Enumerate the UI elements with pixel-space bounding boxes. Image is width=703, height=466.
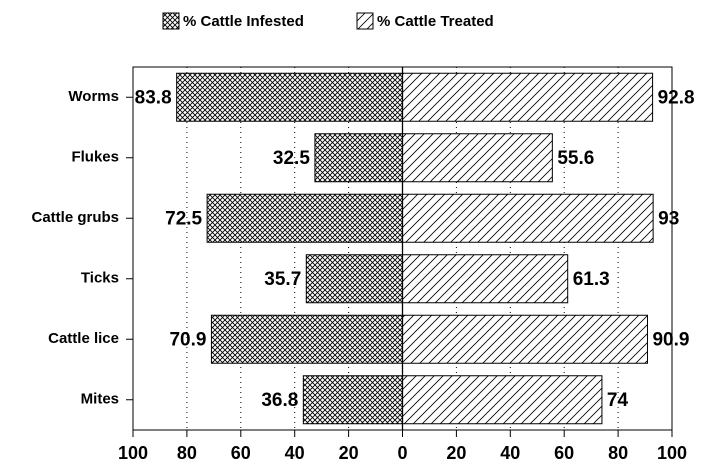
data-label: 32.5 xyxy=(273,148,310,169)
data-label: 36.8 xyxy=(261,390,298,411)
data-label: 92.8 xyxy=(658,87,695,108)
x-tick-label: 20 xyxy=(339,443,359,463)
legend-swatch xyxy=(356,12,374,30)
x-tick-label: 40 xyxy=(500,443,520,463)
data-label: 55.6 xyxy=(557,148,594,169)
category-label: Cattle lice xyxy=(48,330,119,347)
data-label: 35.7 xyxy=(264,269,301,290)
x-tick-label: 100 xyxy=(118,443,148,463)
bar xyxy=(402,314,648,364)
data-label: 90.9 xyxy=(652,329,689,350)
category-label: Ticks xyxy=(81,270,119,287)
bar xyxy=(402,375,603,425)
bar xyxy=(402,193,654,243)
bar xyxy=(402,72,654,122)
category-label: Mites xyxy=(81,391,119,408)
data-label: 74 xyxy=(607,390,629,411)
bar xyxy=(305,254,404,304)
legend-label: % Cattle Infested xyxy=(183,13,304,30)
x-tick-label: 80 xyxy=(177,443,197,463)
data-label: 61.3 xyxy=(573,269,610,290)
bar xyxy=(302,375,404,425)
data-label: 70.9 xyxy=(169,329,206,350)
category-label: Cattle grubs xyxy=(31,209,119,226)
x-tick-label: 0 xyxy=(397,443,407,463)
legend-label: % Cattle Treated xyxy=(377,13,494,30)
category-label: Worms xyxy=(68,88,119,105)
data-label: 93 xyxy=(658,208,679,229)
x-tick-label: 80 xyxy=(608,443,628,463)
bar xyxy=(206,193,403,243)
bar xyxy=(402,254,569,304)
legend-swatch xyxy=(162,12,180,30)
x-tick-label: 60 xyxy=(231,443,251,463)
bar xyxy=(176,72,403,122)
bar xyxy=(210,314,403,364)
x-tick-label: 100 xyxy=(657,443,687,463)
bar xyxy=(402,133,553,183)
x-tick-label: 20 xyxy=(446,443,466,463)
x-tick-label: 40 xyxy=(285,443,305,463)
data-label: 83.8 xyxy=(135,87,172,108)
x-tick-label: 60 xyxy=(554,443,574,463)
bar xyxy=(314,133,404,183)
category-label: Flukes xyxy=(71,149,119,166)
data-label: 72.5 xyxy=(165,208,202,229)
